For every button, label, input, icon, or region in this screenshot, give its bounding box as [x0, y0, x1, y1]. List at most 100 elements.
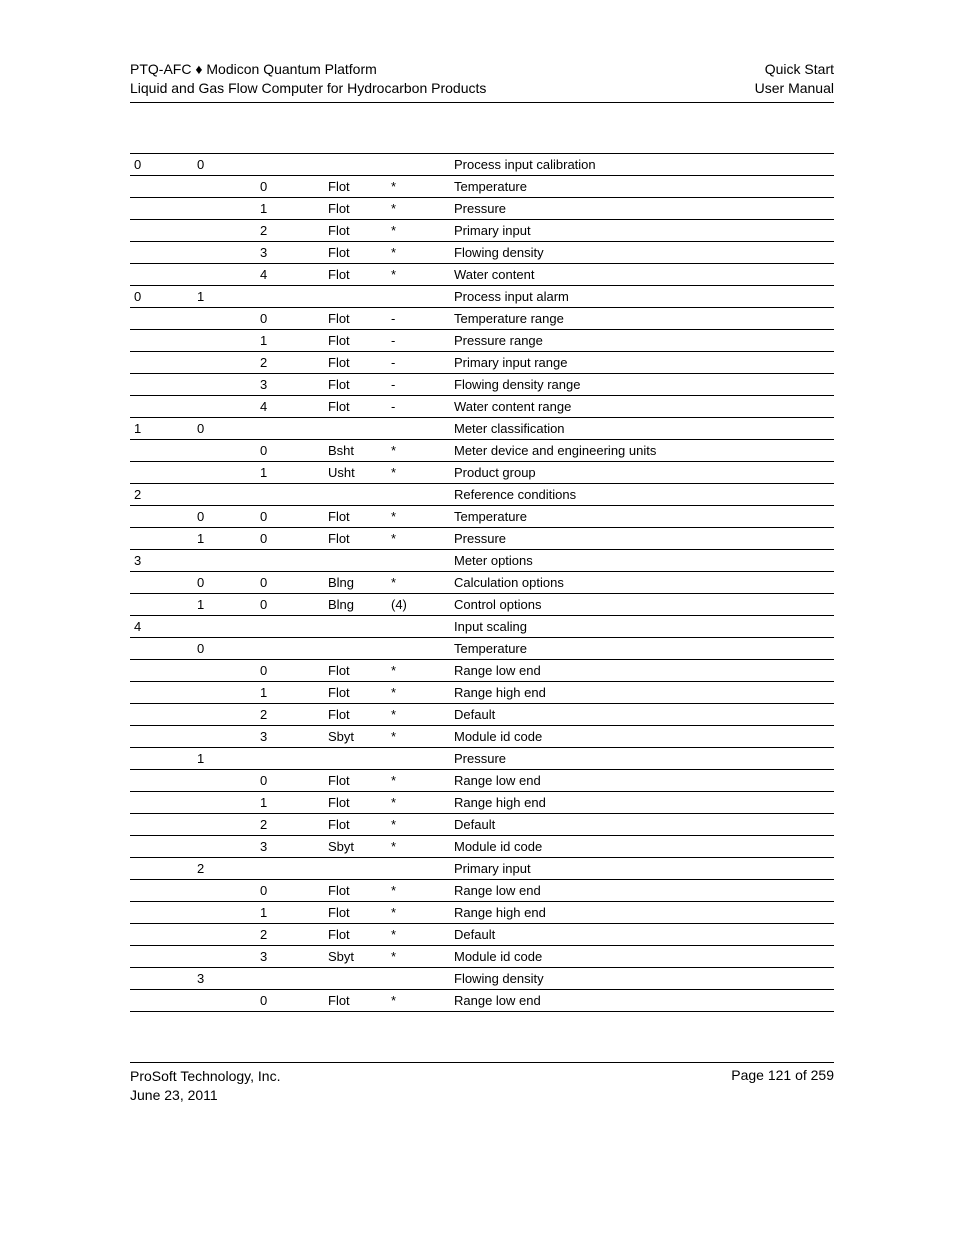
table-cell: 0	[193, 571, 256, 593]
diamond-icon: ♦	[195, 60, 202, 79]
table-cell: Primary input	[450, 857, 834, 879]
table-cell: *	[387, 505, 450, 527]
table-cell	[256, 483, 324, 505]
table-cell	[130, 769, 193, 791]
table-row: 01Process input alarm	[130, 285, 834, 307]
table-cell: 2	[256, 703, 324, 725]
table-cell: Module id code	[450, 725, 834, 747]
table-cell: Flot	[324, 329, 387, 351]
table-cell	[324, 967, 387, 989]
table-cell	[324, 637, 387, 659]
table-cell	[387, 857, 450, 879]
table-cell	[130, 637, 193, 659]
table-cell	[130, 923, 193, 945]
table-cell: Flot	[324, 219, 387, 241]
table-cell	[193, 923, 256, 945]
table-cell: 1	[256, 791, 324, 813]
table-cell: 3	[256, 373, 324, 395]
table-cell	[130, 593, 193, 615]
table-cell: Range high end	[450, 791, 834, 813]
table-cell: Temperature	[450, 637, 834, 659]
table-cell: *	[387, 219, 450, 241]
table-row: 10Flot*Pressure	[130, 527, 834, 549]
table-cell: 3	[130, 549, 193, 571]
table-row: 00Blng*Calculation options	[130, 571, 834, 593]
table-cell: 0	[256, 175, 324, 197]
table-cell	[193, 175, 256, 197]
table-cell	[193, 703, 256, 725]
table-cell: Sbyt	[324, 725, 387, 747]
table-cell	[130, 175, 193, 197]
table-cell: -	[387, 329, 450, 351]
table-row: 2Flot-Primary input range	[130, 351, 834, 373]
table-cell: -	[387, 395, 450, 417]
table-cell: 0	[130, 285, 193, 307]
table-cell	[193, 439, 256, 461]
table-cell: *	[387, 571, 450, 593]
table-cell: Blng	[324, 571, 387, 593]
table-cell: Process input alarm	[450, 285, 834, 307]
table-cell: 3	[256, 241, 324, 263]
table-row: 10Blng(4)Control options	[130, 593, 834, 615]
header-platform: Modicon Quantum Platform	[206, 61, 376, 77]
table-cell: Temperature	[450, 175, 834, 197]
page-footer: ProSoft Technology, Inc. June 23, 2011 P…	[130, 1062, 834, 1105]
table-cell: *	[387, 703, 450, 725]
table-cell: 2	[256, 351, 324, 373]
table-cell: Temperature	[450, 505, 834, 527]
table-cell: Sbyt	[324, 835, 387, 857]
table-cell: Flot	[324, 527, 387, 549]
table-cell: Flot	[324, 197, 387, 219]
table-cell: 1	[256, 197, 324, 219]
table-cell: 0	[193, 417, 256, 439]
table-cell	[324, 747, 387, 769]
table-cell: Usht	[324, 461, 387, 483]
table-cell: Water content range	[450, 395, 834, 417]
table-cell: 1	[256, 681, 324, 703]
table-cell: 1	[193, 747, 256, 769]
table-cell	[387, 747, 450, 769]
table-cell	[256, 285, 324, 307]
table-cell	[130, 901, 193, 923]
table-cell: 3	[193, 967, 256, 989]
table-cell	[130, 505, 193, 527]
table-cell: *	[387, 439, 450, 461]
table-cell: 0	[256, 659, 324, 681]
table-cell: Reference conditions	[450, 483, 834, 505]
table-cell	[193, 461, 256, 483]
table-row: 4Flot*Water content	[130, 263, 834, 285]
table-row: 00Process input calibration	[130, 153, 834, 175]
table-cell: *	[387, 901, 450, 923]
table-cell	[324, 285, 387, 307]
table-cell	[130, 681, 193, 703]
table-cell	[324, 857, 387, 879]
table-cell: *	[387, 263, 450, 285]
data-table: 00Process input calibration0Flot*Tempera…	[130, 153, 834, 1012]
table-cell	[193, 373, 256, 395]
table-cell	[387, 417, 450, 439]
table-cell	[130, 659, 193, 681]
table-cell: Range low end	[450, 989, 834, 1011]
table-row: 3Flowing density	[130, 967, 834, 989]
table-cell: Flot	[324, 307, 387, 329]
table-cell: Pressure	[450, 747, 834, 769]
table-cell: 4	[256, 395, 324, 417]
table-cell	[256, 747, 324, 769]
table-cell: Process input calibration	[450, 153, 834, 175]
table-cell	[130, 395, 193, 417]
table-cell	[256, 637, 324, 659]
table-cell: Product group	[450, 461, 834, 483]
table-cell: *	[387, 769, 450, 791]
header-right: Quick Start User Manual	[755, 60, 834, 98]
table-row: 2Primary input	[130, 857, 834, 879]
table-cell	[193, 219, 256, 241]
table-cell	[130, 989, 193, 1011]
table-cell: Meter options	[450, 549, 834, 571]
table-cell: 0	[256, 989, 324, 1011]
table-cell	[193, 351, 256, 373]
footer-page-number: Page 121 of 259	[731, 1067, 834, 1105]
table-cell: 1	[193, 593, 256, 615]
table-cell: Flot	[324, 989, 387, 1011]
table-cell: *	[387, 791, 450, 813]
table-cell: *	[387, 241, 450, 263]
